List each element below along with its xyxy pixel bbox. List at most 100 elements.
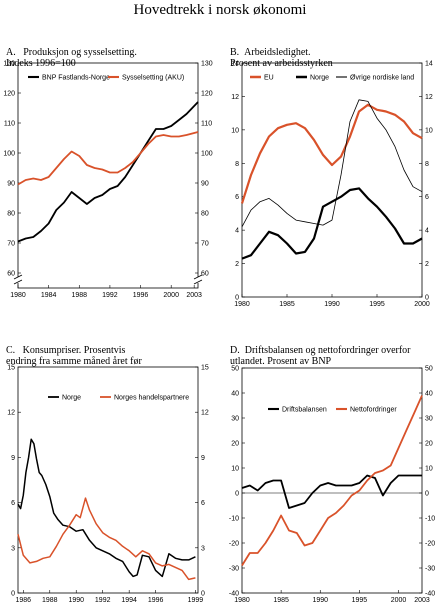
chart-a-series-line-1 bbox=[17, 101, 199, 243]
chart-a-x-tick-label: 2003 bbox=[186, 292, 202, 299]
chart-a-y-tick-label-left: 100 bbox=[3, 151, 15, 158]
chart-c-y-tick-label-left: 0 bbox=[11, 591, 15, 598]
chart-d-y-tick-label-right: 50 bbox=[425, 366, 433, 373]
chart-d-x-tick-label: 2000 bbox=[391, 597, 407, 604]
panel-b-letter: B. bbox=[230, 47, 240, 58]
chart-b-x-tick-label: 1980 bbox=[234, 301, 250, 308]
chart-a-legend-label-1: BNP Fastlands-Norge bbox=[42, 75, 110, 82]
chart-b-y-tick-label-left: 4 bbox=[235, 228, 239, 235]
chart-a-axis-break-mark bbox=[193, 279, 203, 285]
chart-b-y-tick-label-left: 6 bbox=[235, 194, 239, 201]
chart-a-x-tick-label: 1992 bbox=[102, 292, 118, 299]
chart-d-y-tick-label-left: 10 bbox=[231, 466, 239, 473]
chart-b-y-tick-label-right: 14 bbox=[425, 61, 433, 68]
chart-b-series-line-3 bbox=[241, 99, 423, 227]
chart-b-y-tick-label-right: 8 bbox=[425, 161, 429, 168]
panel-b-title: B. Arbeidsledighet. Prosent av arbeidsst… bbox=[230, 36, 333, 69]
chart-a-y-tick-label-right: 130 bbox=[201, 61, 213, 68]
page-title: Hovedtrekk i norsk økonomi bbox=[133, 2, 307, 18]
chart-c-y-tick-label-right: 12 bbox=[201, 410, 209, 417]
chart-c-y-tick-label-left: 15 bbox=[7, 365, 15, 372]
chart-d-y-tick-label-left: 30 bbox=[231, 416, 239, 423]
chart-a-y-tick-label-right: 120 bbox=[201, 91, 213, 98]
chart-c-series-line-1 bbox=[17, 438, 196, 578]
chart-a-y-tick-label-right: 90 bbox=[201, 181, 209, 188]
chart-b-y-tick-label-right: 12 bbox=[425, 94, 433, 101]
chart-d-y-tick-label-right: 40 bbox=[425, 391, 433, 398]
chart-d-y-tick-label-left: 50 bbox=[231, 366, 239, 373]
chart-a-y-tick-label-left: 70 bbox=[7, 241, 15, 248]
chart-a-x-tick-label: 2000 bbox=[163, 292, 179, 299]
chart-d-x-tick-label: 1985 bbox=[273, 597, 289, 604]
panel-c-letter: C. bbox=[6, 345, 16, 356]
chart-d-legend-label-1: Driftsbalansen bbox=[282, 407, 327, 414]
chart-d-y-tick-label-left: 40 bbox=[231, 391, 239, 398]
chart-d-x-tick-label: 2003 bbox=[414, 597, 430, 604]
chart-a-axis-break-mark bbox=[193, 274, 203, 280]
chart-b-y-tick-label-right: 10 bbox=[425, 127, 433, 134]
chart-b-y-tick-label-left: 8 bbox=[235, 161, 239, 168]
chart-d-series-line-1 bbox=[241, 474, 422, 509]
chart-a-series-line-2 bbox=[17, 131, 199, 186]
chart-d-x-tick-label: 1980 bbox=[234, 597, 250, 604]
chart-b-x-tick-label: 1985 bbox=[279, 301, 295, 308]
chart-b-y-tick-label-right: 4 bbox=[425, 228, 429, 235]
chart-c-x-tick-label: 1992 bbox=[95, 597, 111, 604]
chart-c-y-tick-label-right: 9 bbox=[201, 455, 205, 462]
chart-c-y-tick-label-left: 9 bbox=[11, 455, 15, 462]
chart-a-y-tick-label-left: 90 bbox=[7, 181, 15, 188]
chart-a-y-tick-label-right: 110 bbox=[201, 121, 212, 128]
chart-a-y-tick-label-right: 70 bbox=[201, 241, 209, 248]
chart-a-axis-break-gap bbox=[14, 277, 22, 283]
chart-b-y-tick-label-right: 0 bbox=[425, 295, 429, 302]
chart-d-y-tick-label-left: -20 bbox=[229, 541, 239, 548]
chart-b-legend-label-2: Norge bbox=[310, 75, 329, 82]
chart-a-y-tick-label-left: 110 bbox=[4, 121, 15, 128]
panel-a-title: A. Produksjon og sysselsetting. Indeks 1… bbox=[6, 36, 137, 69]
panel-c-title: C. Konsumpriser. Prosentvis endring fra … bbox=[6, 334, 142, 367]
chart-d-y-tick-label-right: 0 bbox=[425, 491, 429, 498]
chart-a-plot-frame bbox=[17, 62, 199, 289]
chart-d-y-tick-label-right: 20 bbox=[425, 441, 433, 448]
panel-c-title-text: Konsumpriser. Prosentvis endring fra sam… bbox=[6, 345, 142, 367]
chart-b-y-tick-label-right: 2 bbox=[425, 261, 429, 268]
chart-c-x-tick-label: 1999 bbox=[188, 597, 204, 604]
chart-d-y-tick-label-right: 30 bbox=[425, 416, 433, 423]
panel-d-title: D. Driftsbalansen og nettofordringer ove… bbox=[230, 334, 411, 367]
chart-a-x-tick-label: 1988 bbox=[71, 292, 87, 299]
chart-d-y-tick-label-right: 10 bbox=[425, 466, 433, 473]
chart-c-y-tick-label-left: 3 bbox=[11, 545, 15, 552]
chart-b-legend-label-3: Øvrige nordiske land bbox=[350, 75, 414, 82]
chart-d-y-tick-label-left: 0 bbox=[235, 491, 239, 498]
chart-b-x-tick-label: 1990 bbox=[324, 301, 340, 308]
chart-b-series-line-2 bbox=[241, 187, 423, 260]
chart-d-y-tick-label-left: -10 bbox=[229, 516, 239, 523]
chart-d-y-tick-label-left: -40 bbox=[229, 591, 239, 598]
chart-d-legend-label-2: Nettofordringer bbox=[350, 407, 397, 414]
chart-a-legend-label-2: Sysselsetting (AKU) bbox=[122, 75, 184, 82]
chart-a-axis-break-mark bbox=[13, 274, 23, 280]
panel-d-title-text: Driftsbalansen og nettofordringer overfo… bbox=[230, 345, 411, 367]
chart-c-legend-label-1: Norge bbox=[62, 395, 81, 402]
chart-d-y-tick-label-right: -30 bbox=[425, 566, 435, 573]
chart-a-y-tick-label-left: 80 bbox=[7, 211, 15, 218]
chart-a-x-tick-label: 1996 bbox=[133, 292, 149, 299]
chart-d-y-tick-label-left: 20 bbox=[231, 441, 239, 448]
chart-a-y-tick-label-left: 60 bbox=[7, 271, 15, 278]
chart-c-y-tick-label-right: 0 bbox=[201, 591, 205, 598]
chart-b-series-line-1 bbox=[240, 103, 423, 204]
chart-d-plot-frame bbox=[241, 367, 423, 594]
chart-b-y-tick-label-left: 2 bbox=[235, 261, 239, 268]
chart-d-x-tick-label: 1995 bbox=[352, 597, 368, 604]
chart-c-x-tick-label: 1990 bbox=[68, 597, 84, 604]
chart-c-series-line-2 bbox=[17, 497, 196, 581]
chart-c-legend-label-2: Norges handelspartnere bbox=[114, 395, 189, 402]
panel-a-title-text: Produksjon og sysselsetting. Indeks 1996… bbox=[6, 47, 137, 69]
chart-b-y-tick-label-left: 12 bbox=[231, 94, 239, 101]
chart-c-y-tick-label-right: 6 bbox=[201, 500, 205, 507]
chart-c-y-tick-label-left: 6 bbox=[11, 500, 15, 507]
